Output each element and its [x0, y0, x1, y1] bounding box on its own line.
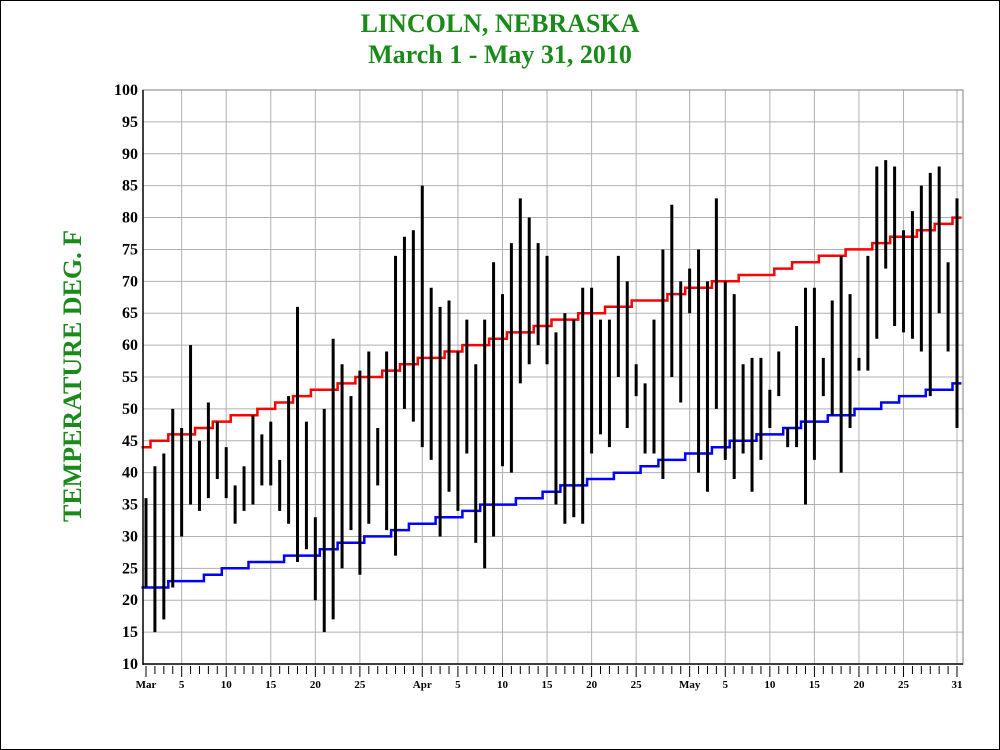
y-tick-label: 90 — [122, 146, 138, 163]
y-tick-label: 65 — [122, 305, 138, 322]
x-tick-label: Apr — [413, 679, 432, 691]
y-tick-label: 75 — [122, 241, 138, 258]
x-tick-label: 5 — [179, 679, 185, 691]
normal-lines — [141, 216, 962, 589]
y-tick-label: 85 — [122, 178, 138, 195]
y-tick-label: 25 — [122, 560, 138, 577]
x-tick-label: 10 — [497, 679, 509, 691]
x-tick-label: Mar — [136, 679, 157, 691]
y-tick-label: 60 — [122, 337, 138, 354]
y-tick-label: 10 — [122, 656, 138, 673]
y-tick-label: 55 — [122, 369, 138, 386]
x-tick-label: 10 — [221, 679, 233, 691]
axes — [142, 89, 964, 677]
x-tick-label: 5 — [723, 679, 729, 691]
y-tick-labels: 10 15 20 25 30 35 40 45 50 55 60 65 70 75 80 85 90 95 100 — [114, 82, 138, 673]
x-tick-label: 25 — [631, 679, 643, 691]
y-tick-label: 30 — [122, 528, 138, 545]
x-tick-label: 15 — [265, 679, 277, 691]
y-tick-label: 15 — [122, 624, 138, 641]
x-tick-label: 20 — [310, 679, 322, 691]
chart-subtitle: March 1 - May 31, 2010 — [368, 40, 632, 69]
y-tick-label: 45 — [122, 433, 138, 450]
y-tick-label: 35 — [122, 497, 138, 514]
y-tick-label: 100 — [114, 82, 138, 99]
x-tick-label: 25 — [354, 679, 366, 691]
x-tick-label: 20 — [853, 679, 865, 691]
daily-range-bars — [144, 160, 959, 633]
x-tick-label: 25 — [898, 679, 910, 691]
y-tick-label: 70 — [122, 273, 138, 290]
normal-low-line — [141, 382, 962, 589]
x-tick-label: 5 — [455, 679, 461, 691]
x-tick-label: 31 — [952, 679, 963, 691]
y-tick-label: 50 — [122, 401, 138, 418]
y-tick-label: 80 — [122, 210, 138, 227]
normal-high-line — [141, 216, 962, 449]
y-tick-label: 40 — [122, 465, 138, 482]
chart-title: LINCOLN, NEBRASKA — [360, 9, 640, 38]
x-tick-label: 15 — [542, 679, 554, 691]
y-tick-label: 20 — [122, 592, 138, 609]
x-tick-label: 10 — [764, 679, 776, 691]
x-tick-label: May — [679, 679, 701, 691]
y-tick-label: 95 — [122, 114, 138, 131]
x-tick-label: 20 — [586, 679, 598, 691]
x-tick-label: 15 — [809, 679, 821, 691]
x-tick-labels: Mar 5 10 15 20 25 Apr 5 10 15 20 25 May 5 10 15 20 25 31 — [136, 679, 963, 691]
